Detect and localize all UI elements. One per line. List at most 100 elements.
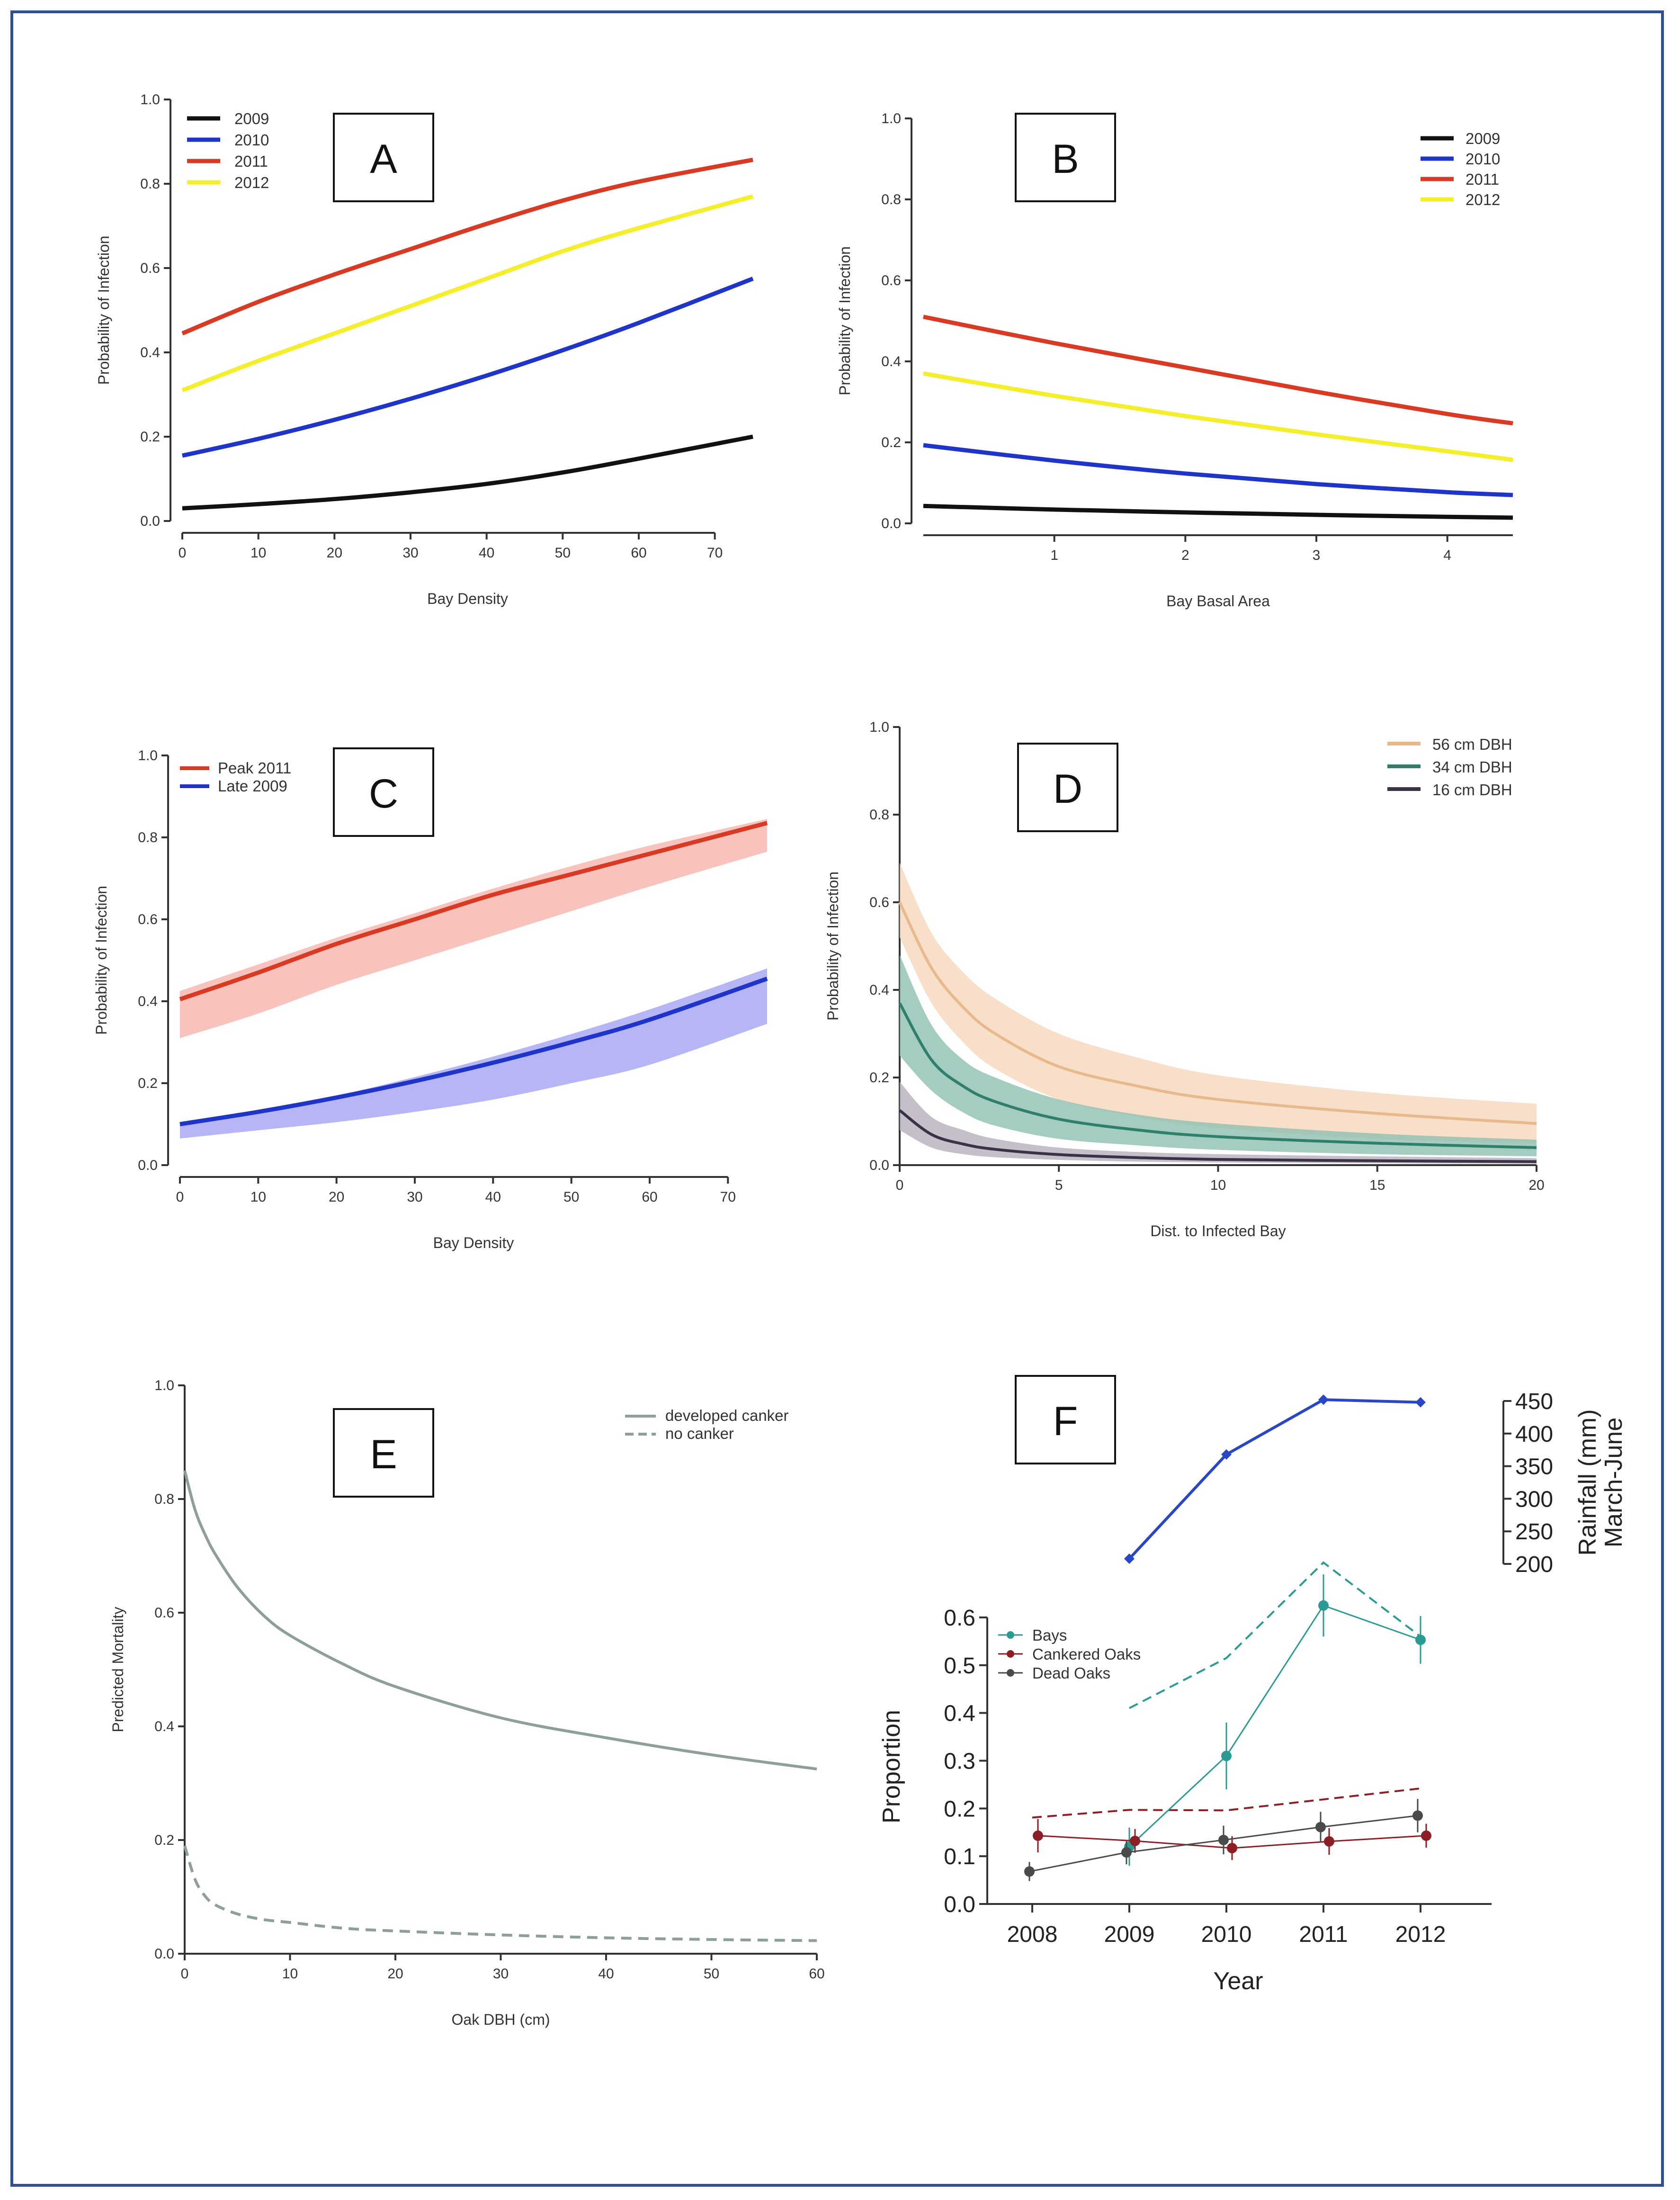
confidence-band-Peak 2011 — [180, 819, 767, 1038]
x-tick-label: 2011 — [1299, 1922, 1348, 1947]
legend-label: 2012 — [1466, 191, 1500, 208]
x-tick-label: 20 — [387, 1966, 403, 1982]
y-tick-label: 0.6 — [140, 260, 160, 276]
series-line-34 cm DBH — [898, 1002, 1537, 1149]
x-axis-label: Bay Density — [433, 1234, 514, 1251]
y-axis-label: Proportion — [878, 1710, 905, 1823]
panel-label-box — [333, 113, 434, 202]
y-tick-label: 0.6 — [869, 895, 889, 910]
y-axis-label: Probability of Infection — [95, 236, 112, 385]
x-axis-label: Bay Basal Area — [1166, 593, 1270, 610]
y-tick-label: 0.6 — [138, 912, 158, 927]
x-tick-label: 20 — [1528, 1177, 1544, 1193]
y-axis-label: Probability of Infection — [836, 246, 853, 395]
rainfall-point — [1415, 1397, 1426, 1408]
x-tick-label: 40 — [479, 545, 494, 561]
y-tick-label: 0.6 — [154, 1605, 174, 1621]
y-tick-label: 0.2 — [881, 435, 901, 450]
confidence-band-56 cm DBH — [900, 862, 1537, 1143]
y-axis-label: Probability of Infection — [824, 871, 841, 1021]
legend-label: 2011 — [234, 153, 268, 170]
data-point — [1227, 1843, 1237, 1854]
x-tick-label: 60 — [809, 1966, 824, 1982]
y-tick-label: 0.2 — [140, 429, 160, 445]
series-line-2011 — [923, 314, 1513, 426]
panel-d-chart: 0.0 0.2 0.4 0.6 0.8 1.0 0 5 10 15 20 Dist. to Infec… — [824, 719, 1545, 1239]
x-tick-label: 2008 — [1007, 1922, 1058, 1947]
legend-label: no canker — [665, 1425, 734, 1442]
legend-label: Dead Oaks — [1032, 1664, 1110, 1682]
panel-label: C — [369, 771, 398, 817]
x-tick-label: 0 — [176, 1189, 184, 1205]
x-axis-label: Oak DBH (cm) — [452, 2011, 550, 2028]
y-tick-label: 0.8 — [881, 192, 901, 207]
legend-label: 2011 — [1466, 171, 1499, 188]
x-tick-label: 20 — [329, 1189, 344, 1205]
x-tick-label: 2012 — [1395, 1922, 1446, 1947]
y-tick-label: 1.0 — [140, 92, 160, 108]
panel-label-box — [333, 1408, 434, 1498]
y-tick-label: 0.0 — [869, 1158, 889, 1173]
x-tick-label: 60 — [631, 545, 646, 561]
y-tick-label: 0.2 — [869, 1070, 889, 1086]
data-point — [1324, 1836, 1334, 1847]
x-tick-label: 50 — [563, 1189, 579, 1205]
y-tick-label: 0.0 — [881, 516, 901, 531]
y-tick-label: 0.3 — [944, 1749, 975, 1774]
panel-a-chart: 0.0 0.2 0.4 0.6 0.8 1.0 0 10 20 30 40 50 60 70 Bay Den… — [95, 92, 754, 607]
y-tick-label: 0.0 — [138, 1158, 158, 1173]
axes — [161, 754, 729, 1184]
y-tick-label: 0.0 — [944, 1892, 975, 1917]
legend-label: Bays — [1032, 1626, 1067, 1644]
x-tick-label: 30 — [493, 1966, 509, 1982]
series-line-2012 — [181, 194, 754, 393]
series-line-no-canker — [183, 1845, 817, 1942]
series-line-16 cm DBH — [899, 1109, 1537, 1163]
panel-label: F — [1053, 1399, 1078, 1444]
data-point — [1318, 1600, 1329, 1611]
legend-label: developed canker — [665, 1407, 789, 1424]
panel-f-chart: 0.0 0.1 0.2 0.3 0.4 0.5 0.6 2008 2009 2010 2011 201… — [878, 1375, 1627, 1995]
y2-axis-label: March-June — [1600, 1418, 1627, 1548]
legend-label: 2010 — [234, 131, 269, 149]
legend-label: 34 cm DBH — [1432, 758, 1512, 776]
y-tick-label: 0.8 — [138, 830, 158, 845]
legend-label: Peak 2011 — [218, 759, 291, 777]
legend-marker — [1007, 1669, 1014, 1677]
panel-label-box — [1015, 113, 1116, 202]
x-tick-label: 1 — [1050, 548, 1058, 563]
panel-label-box — [1015, 1375, 1116, 1464]
axes — [164, 99, 716, 539]
panel-e-chart: 0.0 0.2 0.4 0.6 0.8 1.0 0 10 20 30 40 50 60 Oak DBH (… — [109, 1378, 825, 2028]
y-tick-label: 0.4 — [140, 345, 160, 360]
series-line-2010 — [923, 443, 1513, 497]
y-tick-label: 0.1 — [944, 1844, 975, 1869]
x-tick-label: 2010 — [1201, 1922, 1252, 1947]
x-tick-label: 50 — [555, 545, 571, 561]
x-tick-label: 0 — [896, 1177, 904, 1193]
legend-label: 16 cm DBH — [1432, 781, 1512, 799]
y-tick-label: 0.8 — [154, 1491, 174, 1507]
x-tick-label: 30 — [402, 545, 418, 561]
panel-label: D — [1053, 766, 1082, 812]
series-line-Peak 2011 — [179, 821, 768, 1001]
legend-marker — [1007, 1650, 1014, 1658]
data-point — [1121, 1847, 1132, 1858]
legend-label: Late 2009 — [218, 777, 287, 795]
rainfall-line — [1128, 1398, 1421, 1560]
series-line-Bays — [1128, 1604, 1421, 1848]
x-tick-label: 0 — [181, 1966, 189, 1982]
y-tick-label: 0.6 — [944, 1606, 975, 1631]
y-tick-label: 0.4 — [138, 994, 158, 1009]
y-tick-label: 0.2 — [154, 1832, 174, 1848]
figure-frame — [10, 10, 1664, 2187]
x-tick-label: 40 — [598, 1966, 614, 1982]
legend-label: 2009 — [234, 110, 269, 127]
y-tick-label: 0.4 — [944, 1701, 975, 1726]
y2-tick-label: 300 — [1515, 1487, 1553, 1512]
y-tick-label: 0.5 — [944, 1653, 975, 1679]
data-point — [1130, 1835, 1140, 1846]
panel-label: A — [370, 136, 397, 182]
legend-label: Cankered Oaks — [1032, 1645, 1141, 1663]
rainfall-point — [1318, 1394, 1329, 1405]
